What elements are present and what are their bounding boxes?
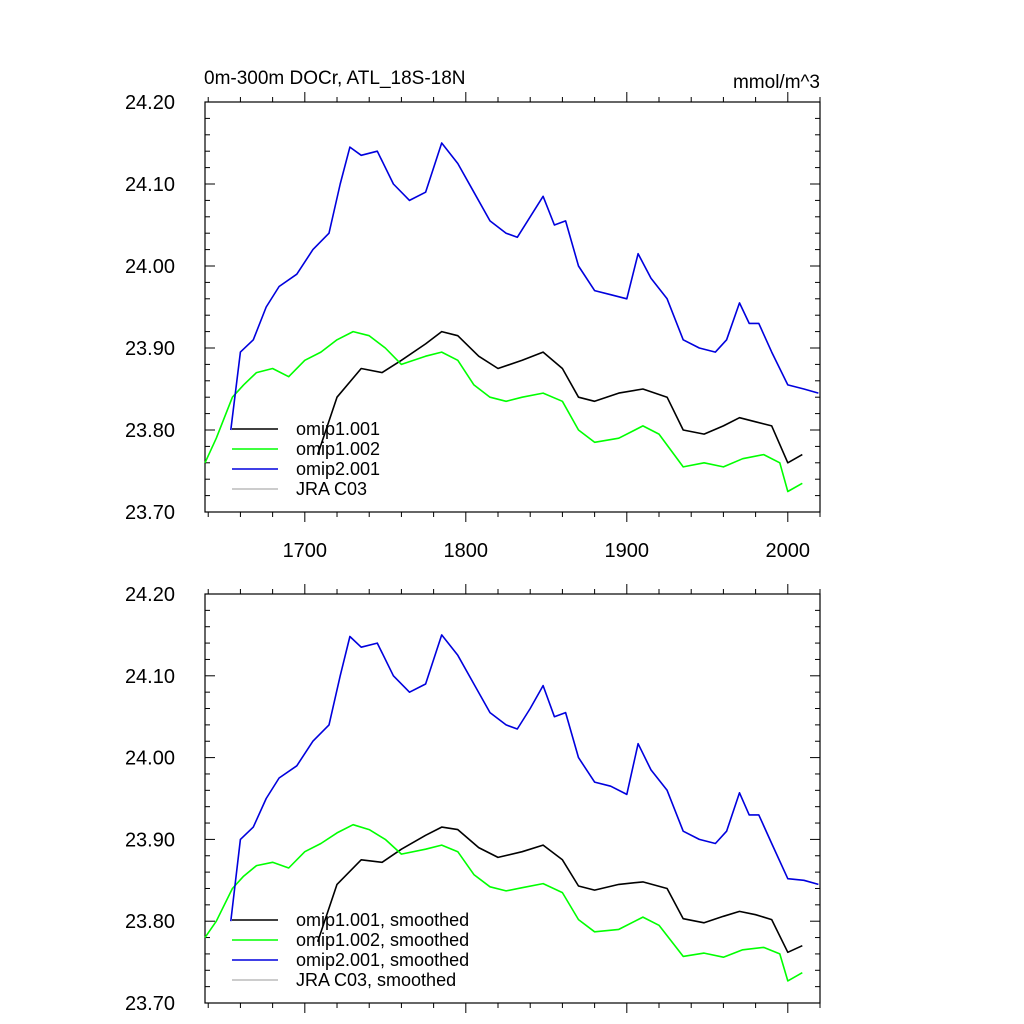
y-tick-label: 23.80 <box>125 420 175 442</box>
legend-label: omip1.001, smoothed <box>296 910 469 930</box>
plot-frame <box>204 593 821 1004</box>
legend-label: omip1.002, smoothed <box>296 930 469 950</box>
legend-label: JRA C03 <box>296 479 367 499</box>
legend-label: omip1.001 <box>296 419 380 439</box>
chart-title: 0m-300m DOCr, ATL_18S-18N <box>204 68 466 89</box>
y-tick-label: 23.80 <box>125 911 175 933</box>
x-tick-label: 1800 <box>444 540 489 562</box>
series-line-omip2-001 <box>230 142 819 431</box>
series-line-omip1-002 <box>204 330 803 493</box>
y-tick-label: 23.70 <box>125 993 175 1015</box>
panel-top: 23.70 23.80 23.90 24.00 24.10 24.20 1700 1800 19… <box>125 92 821 562</box>
y-tick-label: 23.70 <box>125 502 175 524</box>
y-tick-label: 23.90 <box>125 829 175 851</box>
legend-label: omip1.002 <box>296 439 380 459</box>
legend-label: omip2.001, smoothed <box>296 950 469 970</box>
x-tick-label: 1700 <box>283 540 328 562</box>
series-line-omip1-002-smoothed <box>204 823 803 982</box>
legend-label: omip2.001 <box>296 459 380 479</box>
series-line-omip1-001 <box>316 330 803 464</box>
x-tick-label: 2000 <box>766 540 811 562</box>
units-label: mmol/m^3 <box>733 72 820 93</box>
panel-bottom: 23.70 23.80 23.90 24.00 24.10 24.20 omip1.001,… <box>125 584 821 1015</box>
series-line-omip1-001-smoothed <box>316 826 803 954</box>
plot-frame <box>204 101 821 513</box>
legend-label: JRA C03, smoothed <box>296 970 456 990</box>
y-tick-label: 23.90 <box>125 338 175 360</box>
y-tick-label: 24.20 <box>125 584 175 606</box>
y-tick-label: 24.10 <box>125 666 175 688</box>
y-tick-label: 24.00 <box>125 748 175 770</box>
x-tick-label: 1900 <box>605 540 650 562</box>
y-tick-label: 24.00 <box>125 256 175 278</box>
y-tick-label: 24.10 <box>125 174 175 196</box>
series-line-omip2-001-smoothed <box>230 634 819 922</box>
y-tick-label: 24.20 <box>125 92 175 114</box>
